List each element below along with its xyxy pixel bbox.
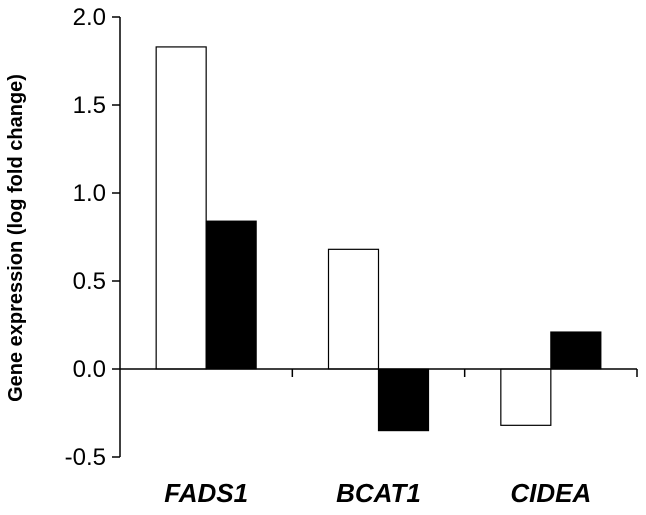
y-tick-label: -0.5 xyxy=(65,444,106,471)
bar-cidea-series-2 xyxy=(550,331,602,370)
bar-cidea-series-1 xyxy=(500,368,552,426)
y-tick-label: 1.0 xyxy=(73,180,106,207)
x-category-label: BCAT1 xyxy=(336,478,421,508)
x-ticks-group xyxy=(291,369,638,377)
bar-bcat1-series-1 xyxy=(327,248,380,370)
y-axis-title: Gene expression (log fold change) xyxy=(5,74,27,402)
bars-group xyxy=(155,46,602,432)
axes-group xyxy=(119,17,637,457)
y-ticks-group: -0.5 0.0 0.5 1.0 1.5 2.0 xyxy=(65,4,120,471)
y-axis-title-group: Gene expression (log fold change) xyxy=(5,74,27,402)
category-labels-group: FADS1 BCAT1 CIDEA xyxy=(164,478,591,508)
x-category-label: CIDEA xyxy=(510,478,591,508)
y-tick-label: 0.5 xyxy=(73,268,106,295)
y-tick-label: 2.0 xyxy=(73,4,106,31)
bar-fads1-series-1 xyxy=(155,46,207,370)
bar-bcat1-series-2 xyxy=(377,368,430,432)
y-tick-label: 1.5 xyxy=(73,92,106,119)
x-category-label: FADS1 xyxy=(164,478,248,508)
bar-fads1-series-2 xyxy=(205,220,257,370)
y-tick-label: 0.0 xyxy=(73,356,106,383)
